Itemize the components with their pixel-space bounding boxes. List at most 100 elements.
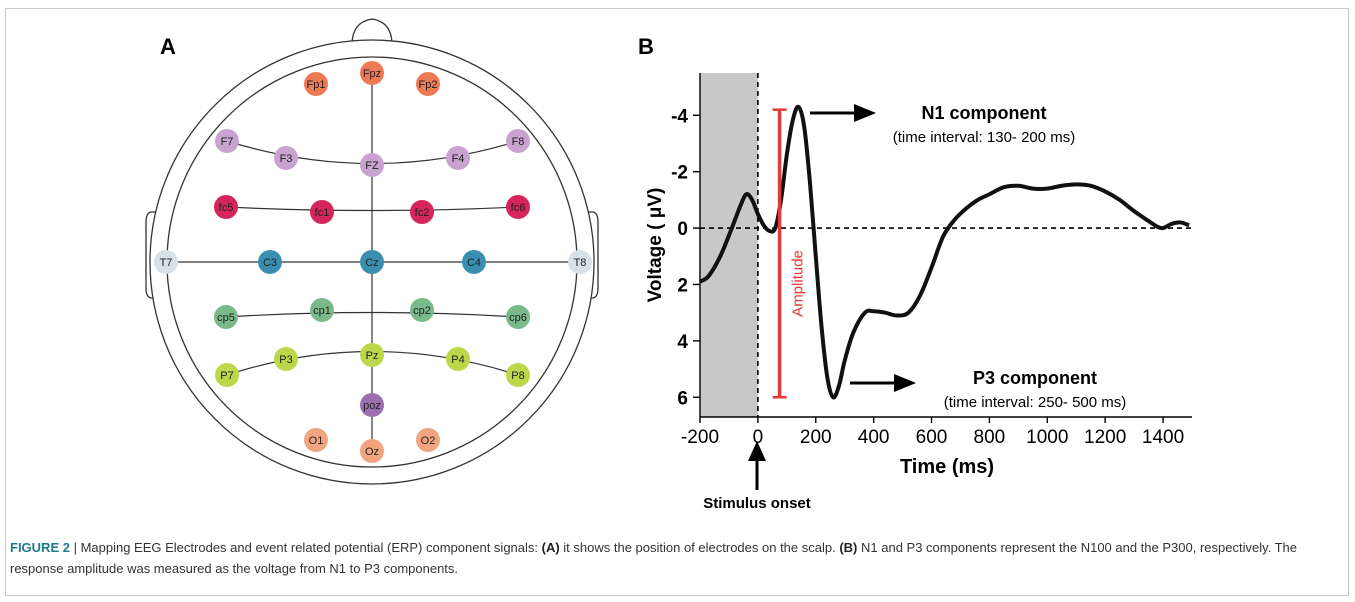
electrode-dot <box>360 439 384 463</box>
electrode-dot <box>360 250 384 274</box>
electrode-label: Fp2 <box>419 79 438 91</box>
electrode-dot <box>446 146 470 170</box>
x-tick-group: -200 0 200 400 600 800 1000 1200 1400 <box>681 417 1184 448</box>
electrode-dot <box>274 146 298 170</box>
electrode-label: F7 <box>221 136 234 148</box>
electrode-dot <box>304 428 328 452</box>
stimulus-onset-arrow <box>748 441 766 490</box>
electrode-fp2: Fp2 <box>416 72 440 96</box>
y-tick-label: 0 <box>677 219 688 240</box>
electrode-label: P7 <box>220 370 233 382</box>
x-tick-label: 800 <box>974 427 1006 448</box>
p3-time-interval: (time interval: 250- 500 ms) <box>944 394 1127 411</box>
electrode-label: cp2 <box>413 305 431 317</box>
caption-label-a: (A) <box>541 540 560 555</box>
electrode-label: FZ <box>365 160 379 172</box>
electrode-fp1: Fp1 <box>304 72 328 96</box>
electrode-label: F4 <box>452 153 465 165</box>
electrode-cp2: cp2 <box>410 298 434 322</box>
y-tick-label: -4 <box>671 106 688 127</box>
n1-arrow <box>810 104 876 122</box>
electrode-dot <box>304 72 328 96</box>
electrode-dot <box>215 129 239 153</box>
y-tick-label: 2 <box>677 275 688 296</box>
y-tick-label: 6 <box>677 388 688 409</box>
electrode-oz: Oz <box>360 439 384 463</box>
electrode-p4: P4 <box>446 347 470 371</box>
electrode-label: cp6 <box>509 312 527 324</box>
electrode-cp6: cp6 <box>506 305 530 329</box>
x-tick-label: 1200 <box>1084 427 1126 448</box>
electrode-fc2: fc2 <box>410 200 434 224</box>
electrode-label: poz <box>363 400 381 412</box>
caption-label-b: (B) <box>839 540 858 555</box>
x-tick-label: 1000 <box>1026 427 1068 448</box>
electrode-label: Fpz <box>363 68 381 80</box>
electrode-label: cp1 <box>313 305 331 317</box>
electrode-label: fc6 <box>511 202 526 214</box>
x-tick-label: 0 <box>753 427 764 448</box>
electrode-dot <box>410 298 434 322</box>
x-tick-label: 1400 <box>1142 427 1184 448</box>
electrode-dot <box>462 250 486 274</box>
y-tick-label: 4 <box>677 332 688 353</box>
electrode-dot <box>154 250 178 274</box>
electrode-dot <box>310 200 334 224</box>
caption-separator: | <box>69 540 81 555</box>
electrode-f3: F3 <box>274 146 298 170</box>
electrode-o2: O2 <box>416 428 440 452</box>
electrode-dot <box>506 195 530 219</box>
electrode-c4: C4 <box>462 250 486 274</box>
electrode-label: P3 <box>279 354 292 366</box>
electrode-label: C4 <box>467 257 481 269</box>
electrode-p7: P7 <box>215 363 239 387</box>
electrode-fc1: fc1 <box>310 200 334 224</box>
caption-text-3: N1 and P3 components represent the N100 … <box>10 540 1298 576</box>
electrode-t7: T7 <box>154 250 178 274</box>
electrode-label: fc1 <box>315 207 330 219</box>
amplitude-bar <box>772 108 787 399</box>
caption-text-2: it shows the position of electrodes on t… <box>559 540 840 555</box>
x-tick-label: 600 <box>916 427 948 448</box>
electrode-label: Cz <box>365 257 378 269</box>
electrode-pz: Pz <box>360 343 384 367</box>
electrode-label: Fp1 <box>307 79 326 91</box>
electrode-dot <box>410 200 434 224</box>
electrode-dot <box>258 250 282 274</box>
electrode-dot <box>214 195 238 219</box>
electrode-f8: F8 <box>506 129 530 153</box>
erp-waveform-chart: -4 -2 0 2 4 6 -200 0 200 400 600 800 1000 1200 1400 A… <box>645 73 1192 512</box>
electrode-cp5: cp5 <box>214 305 238 329</box>
erp-waveform-line <box>698 104 1190 400</box>
electrode-label: P4 <box>451 354 464 366</box>
y-tick-label: -2 <box>671 163 688 184</box>
electrode-c3: C3 <box>258 250 282 274</box>
electrode-fc6: fc6 <box>506 195 530 219</box>
electrode-dot <box>360 153 384 177</box>
electrode-dot <box>568 250 592 274</box>
caption-text-1: Mapping EEG Electrodes and event related… <box>80 540 542 555</box>
electrode-fc5: fc5 <box>214 195 238 219</box>
electrode-dot <box>506 129 530 153</box>
p3-component-title: P3 component <box>973 368 1097 388</box>
amplitude-label: Amplitude <box>790 250 807 317</box>
electrode-dot <box>274 347 298 371</box>
electrode-p8: P8 <box>506 363 530 387</box>
electrode-label: fc5 <box>219 202 234 214</box>
electrode-label: F8 <box>512 136 525 148</box>
electrode-t8: T8 <box>568 250 592 274</box>
electrode-dot <box>360 61 384 85</box>
figure-caption: FIGURE 2 | Mapping EEG Electrodes and ev… <box>10 537 1330 579</box>
electrode-label: F3 <box>280 153 293 165</box>
n1-component-title: N1 component <box>921 103 1046 123</box>
electrode-dot <box>360 343 384 367</box>
panel-a-letter: A <box>160 34 176 59</box>
y-axis-label: Voltage ( μV) <box>645 188 666 303</box>
baseline-shaded-region <box>700 73 758 417</box>
electrode-label: T8 <box>574 257 587 269</box>
electrode-label: Pz <box>366 350 379 362</box>
electrode-label: O1 <box>309 435 324 447</box>
electrode-p3: P3 <box>274 347 298 371</box>
x-tick-label: 200 <box>800 427 832 448</box>
x-axis-label: Time (ms) <box>900 456 994 478</box>
